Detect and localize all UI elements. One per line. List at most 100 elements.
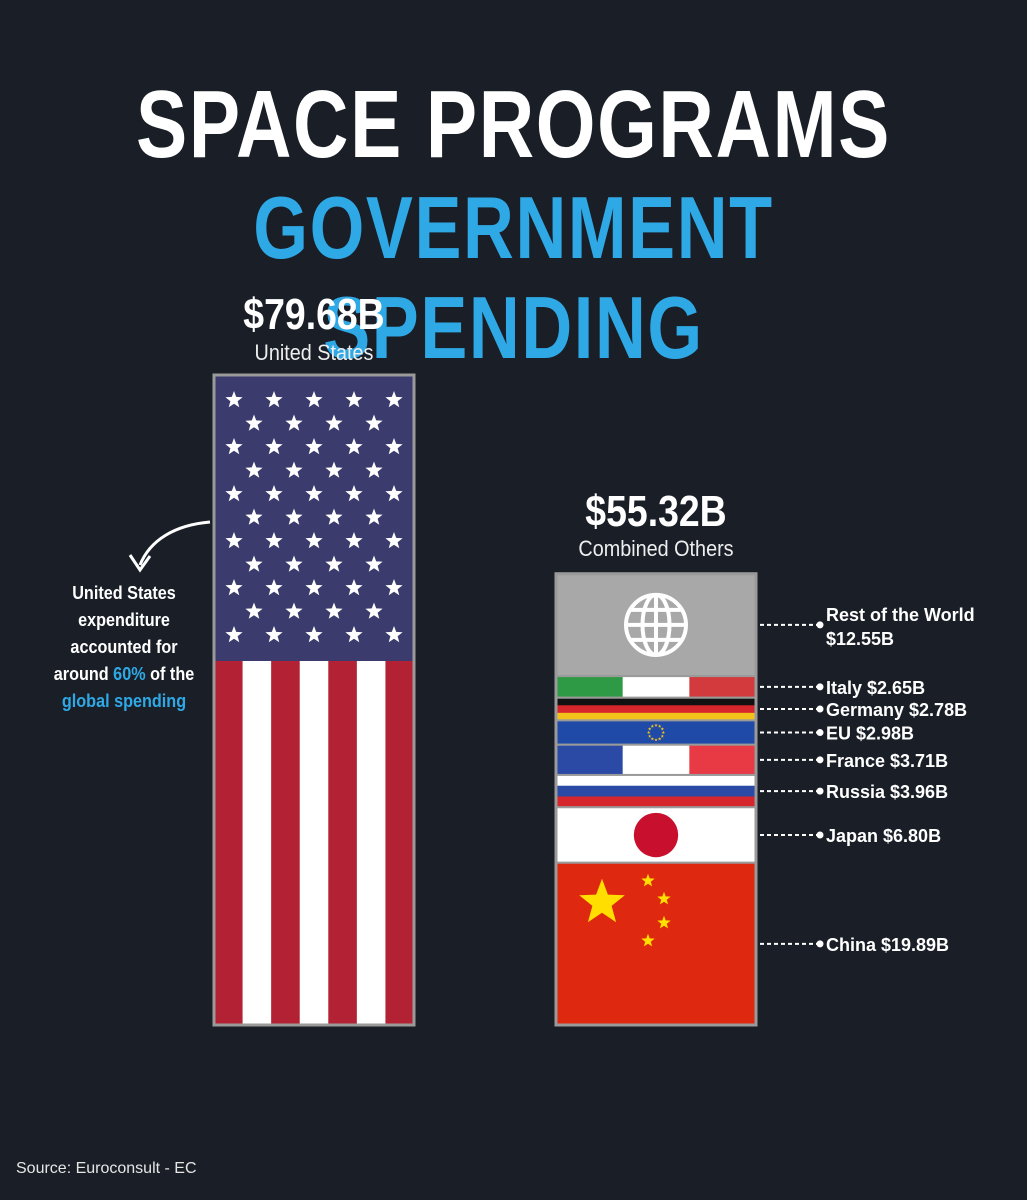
- us-bar-border: [212, 373, 416, 1027]
- japan-flag-disc: [633, 812, 679, 858]
- note-arrow: [138, 520, 211, 566]
- us-flag-star: [385, 532, 403, 549]
- stack-segment-france: France $3.71B: [555, 743, 948, 776]
- eu-flag-star: [657, 737, 662, 741]
- others-bar-border: [554, 572, 758, 1027]
- label-japan: Japan $6.80B: [826, 826, 941, 846]
- us-flag-star: [345, 485, 363, 502]
- italy-flag-band: [622, 676, 690, 698]
- us-flag-star: [265, 438, 283, 455]
- us-flag-star: [385, 391, 403, 408]
- us-flag-star: [265, 626, 283, 643]
- us-flag-stripe: [271, 661, 300, 1025]
- others-value-label: $55.32B: [585, 487, 727, 536]
- note-text-2: of the: [150, 664, 195, 684]
- us-flag-star: [285, 602, 303, 619]
- us-flag-star: [265, 391, 283, 408]
- us-name-label: United States: [254, 340, 374, 365]
- france-flag-band: [622, 744, 690, 775]
- us-flag-star: [365, 508, 383, 525]
- us-flag-star: [305, 485, 323, 502]
- note-global: global: [61, 691, 110, 711]
- us-flag-star: [265, 485, 283, 502]
- eu-flag-star: [657, 724, 662, 728]
- us-flag-star: [305, 532, 323, 549]
- us-flag-star: [345, 579, 363, 596]
- us-flag-star: [285, 414, 303, 431]
- eu-flag-star: [654, 723, 658, 727]
- us-flag-star: [325, 602, 343, 619]
- us-flag-star: [325, 461, 343, 478]
- china-flag-big-star: [579, 878, 625, 923]
- us-flag-stripe: [385, 661, 414, 1025]
- us-flag-star: [245, 508, 263, 525]
- us-flag-star: [305, 626, 323, 643]
- leader-dot: [816, 831, 824, 839]
- globe-icon: [624, 592, 688, 657]
- eu-flag-star: [654, 738, 658, 742]
- us-flag-star: [325, 555, 343, 572]
- eu-flag-star: [660, 734, 664, 738]
- title-line-2: GOVERNMENT SPENDING: [253, 178, 774, 377]
- label-rest-of-world-name: Rest of the World: [826, 605, 975, 625]
- leader-dot: [816, 683, 824, 691]
- china-flag-small-star: [641, 933, 655, 947]
- eu-flag-star: [648, 734, 652, 738]
- us-flag-star: [245, 461, 263, 478]
- others-name-label: Combined Others: [578, 536, 734, 561]
- us-share-note: United States expenditure accounted for …: [52, 580, 196, 715]
- us-flag-star: [345, 626, 363, 643]
- title-line-1: SPACE PROGRAMS: [136, 71, 891, 178]
- us-flag-star: [325, 414, 343, 431]
- us-flag-star: [345, 438, 363, 455]
- label-germany: Germany $2.78B: [826, 700, 967, 720]
- us-flag-star: [385, 626, 403, 643]
- leader-dot: [816, 756, 824, 764]
- stack-segment-eu: EU $2.98B: [555, 719, 914, 746]
- note-arrow-head: [128, 554, 152, 573]
- note-percent: 60%: [113, 664, 146, 684]
- stack-segment-italy: Italy $2.65B: [555, 675, 925, 699]
- china-flag-small-star: [657, 915, 671, 929]
- china-flag-small-star: [657, 891, 671, 905]
- stack-segment-russia: Russia $3.96B: [555, 773, 948, 809]
- us-flag-star: [245, 555, 263, 572]
- us-flag-star: [225, 626, 243, 643]
- us-flag-stripe: [328, 661, 357, 1025]
- eu-flag-star: [647, 730, 651, 734]
- leader-dot: [816, 787, 824, 795]
- eu-flag-star: [650, 737, 655, 741]
- source-note: Source: Euroconsult - EC: [16, 1160, 197, 1177]
- germany-flag-band: [556, 705, 756, 714]
- us-flag-star: [305, 391, 323, 408]
- italy-flag-band: [689, 676, 757, 698]
- label-italy: Italy $2.65B: [826, 678, 925, 698]
- leader-dot: [816, 621, 824, 629]
- us-flag-star: [345, 532, 363, 549]
- eu-flag-star: [648, 727, 652, 731]
- us-flag-star: [365, 602, 383, 619]
- us-flag-star: [325, 508, 343, 525]
- leader-dot: [816, 729, 824, 737]
- china-flag-field: [556, 862, 756, 1025]
- us-flag-star: [225, 532, 243, 549]
- us-flag-star: [345, 391, 363, 408]
- russia-flag-band: [556, 774, 756, 787]
- us-flag-star: [385, 438, 403, 455]
- us-flag-star: [265, 532, 283, 549]
- eu-flag-star: [660, 727, 664, 731]
- germany-flag-band: [556, 712, 756, 721]
- eu-flag-star: [650, 724, 655, 728]
- italy-flag-band: [556, 676, 624, 698]
- note-spending: spending: [114, 691, 187, 711]
- us-flag-star: [365, 461, 383, 478]
- label-rest-of-world-value: $12.55B: [826, 629, 894, 649]
- us-flag-star: [305, 579, 323, 596]
- us-flag-star: [225, 391, 243, 408]
- stack-segment-japan: Japan $6.80B: [555, 806, 941, 864]
- stack-segment-rest-of-the-world: Rest of the World $12.55B: [555, 572, 975, 678]
- label-china: China $19.89B: [826, 935, 949, 955]
- russia-flag-band: [556, 785, 756, 798]
- us-flag-star: [245, 414, 263, 431]
